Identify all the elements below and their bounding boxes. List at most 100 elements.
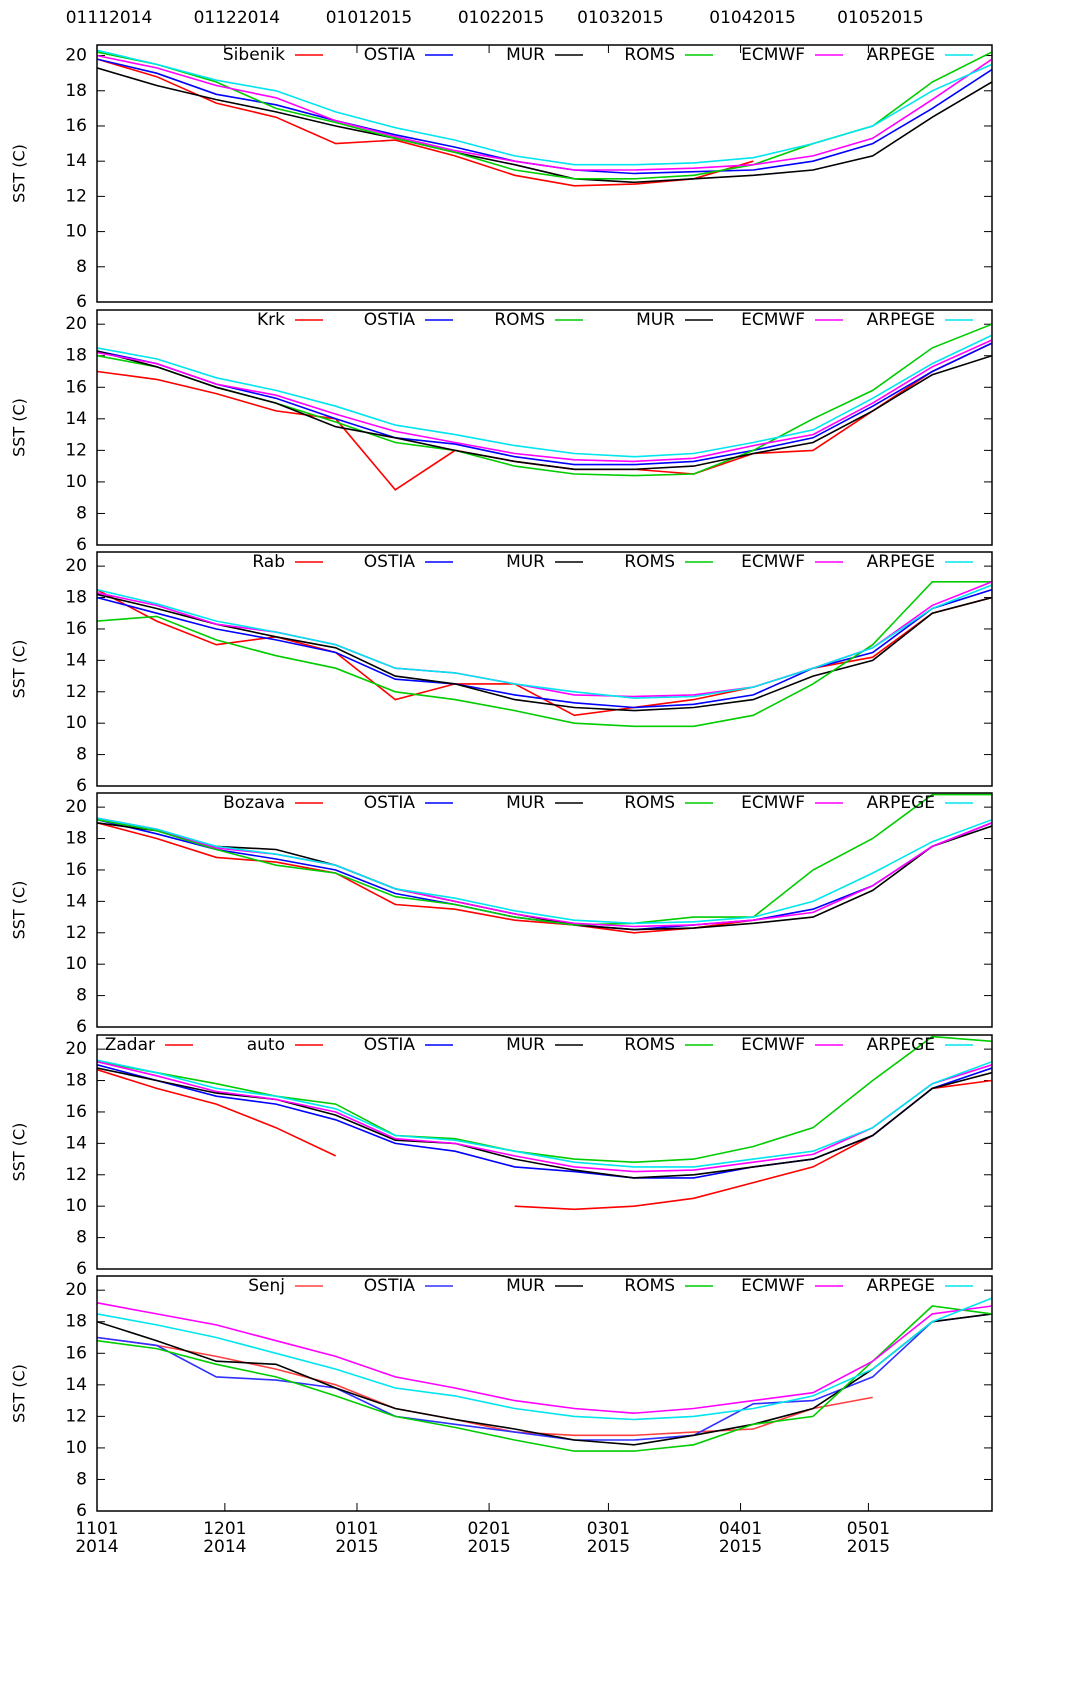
- series-line: [97, 1336, 873, 1437]
- y-tick-label: 10: [65, 1438, 87, 1458]
- y-tick-label: 6: [76, 292, 87, 312]
- y-tick-label: 18: [65, 1071, 87, 1091]
- y-tick-label: 12: [65, 682, 87, 702]
- y-tick-label: 8: [76, 1469, 87, 1489]
- series-line: [97, 593, 992, 712]
- plot-frame: [96, 1034, 993, 1270]
- y-tick-label: 20: [65, 556, 87, 576]
- y-axis-label: SST (C): [10, 1123, 29, 1182]
- x-tick-label: 0501 2015: [846, 1519, 891, 1557]
- x-tick-label: 01042015: [709, 8, 796, 28]
- legend-label: OSTIA: [364, 1035, 416, 1055]
- x-tick-label: 01122014: [194, 8, 281, 28]
- y-tick-label: 18: [65, 588, 87, 608]
- legend-label: ECMWF: [741, 793, 805, 813]
- y-tick-label: 12: [65, 1406, 87, 1426]
- y-tick-label: 12: [65, 1165, 87, 1185]
- y-tick-label: 8: [76, 257, 87, 277]
- x-tick-label: 1201 2014: [203, 1519, 247, 1557]
- series-line: [97, 822, 754, 934]
- series-line: [514, 1079, 992, 1211]
- plot-area: [97, 323, 992, 491]
- plot-area: [97, 1035, 992, 1211]
- plot-frame: [96, 792, 993, 1028]
- y-tick-label: 20: [65, 797, 87, 817]
- legend-label: Zadar: [105, 1035, 155, 1055]
- y-tick-label: 6: [76, 1259, 87, 1279]
- plot-frame: [96, 44, 993, 303]
- y-tick-label: 18: [65, 1312, 87, 1332]
- y-tick-label: 16: [65, 619, 87, 639]
- legend-label: OSTIA: [364, 793, 416, 813]
- y-axis-label: SST (C): [10, 144, 29, 203]
- series-line: [97, 67, 992, 184]
- y-tick-label: 10: [65, 954, 87, 974]
- y-tick-label: 14: [65, 151, 87, 171]
- legend-label: ARPEGE: [867, 45, 935, 65]
- y-tick-label: 12: [65, 186, 87, 206]
- y-tick-label: 16: [65, 1343, 87, 1363]
- legend-label: MUR: [506, 1276, 545, 1296]
- y-axis-label: SST (C): [10, 881, 29, 940]
- y-tick-label: 18: [65, 346, 87, 366]
- series-line: [97, 1313, 992, 1441]
- y-tick-label: 12: [65, 440, 87, 460]
- legend-label: MUR: [506, 793, 545, 813]
- y-tick-label: 14: [65, 409, 87, 429]
- legend-label: Sibenik: [223, 45, 285, 65]
- y-tick-label: 20: [65, 1280, 87, 1300]
- series-line: [97, 58, 992, 175]
- series-line: [97, 323, 992, 477]
- legend-label: ARPEGE: [867, 1276, 935, 1296]
- y-axis-label: SST (C): [10, 640, 29, 699]
- legend-label: ROMS: [624, 1276, 675, 1296]
- y-tick-label: 16: [65, 860, 87, 880]
- legend-label: OSTIA: [364, 552, 416, 572]
- y-tick-label: 6: [76, 776, 87, 796]
- y-tick-label: 10: [65, 472, 87, 492]
- plot-frame: [96, 551, 993, 787]
- x-tick-label: 1101 2014: [75, 1519, 119, 1557]
- y-tick-label: 20: [65, 314, 87, 334]
- series-line: [97, 1297, 992, 1421]
- series-line: [97, 1068, 337, 1157]
- legend-label: Krk: [257, 310, 285, 330]
- y-tick-label: 8: [76, 1228, 87, 1248]
- x-tick-label: 0301 2015: [586, 1519, 631, 1557]
- y-tick-label: 6: [76, 1501, 87, 1521]
- legend-label: ECMWF: [741, 45, 805, 65]
- legend-label: Senj: [248, 1276, 285, 1296]
- legend-label: ROMS: [624, 552, 675, 572]
- series-line: [97, 817, 992, 925]
- y-tick-label: 6: [76, 535, 87, 555]
- legend-label: ECMWF: [741, 1035, 805, 1055]
- y-tick-label: 14: [65, 650, 87, 670]
- legend-label: ARPEGE: [867, 1035, 935, 1055]
- legend-label: ECMWF: [741, 1276, 805, 1296]
- legend-label: ROMS: [624, 45, 675, 65]
- y-tick-label: 20: [65, 1039, 87, 1059]
- legend-label: ROMS: [624, 1035, 675, 1055]
- series-line: [97, 342, 992, 491]
- legend-label: MUR: [506, 552, 545, 572]
- legend-label: ROMS: [494, 310, 545, 330]
- series-line: [97, 818, 992, 931]
- plot-frame: [96, 309, 993, 546]
- legend-label: MUR: [636, 310, 675, 330]
- series-line: [97, 342, 992, 466]
- series-line: [97, 822, 992, 931]
- series-line: [97, 581, 992, 698]
- series-line: [97, 334, 992, 458]
- legend-label: MUR: [506, 45, 545, 65]
- y-tick-label: 10: [65, 713, 87, 733]
- y-tick-label: 10: [65, 222, 87, 242]
- x-tick-label: 0101 2015: [335, 1519, 379, 1557]
- series-line: [97, 588, 992, 709]
- plot-area: [97, 49, 992, 187]
- series-line: [97, 1302, 992, 1415]
- series-line: [97, 817, 992, 928]
- y-tick-label: 8: [76, 745, 87, 765]
- legend-label: MUR: [506, 1035, 545, 1055]
- y-tick-label: 16: [65, 116, 87, 136]
